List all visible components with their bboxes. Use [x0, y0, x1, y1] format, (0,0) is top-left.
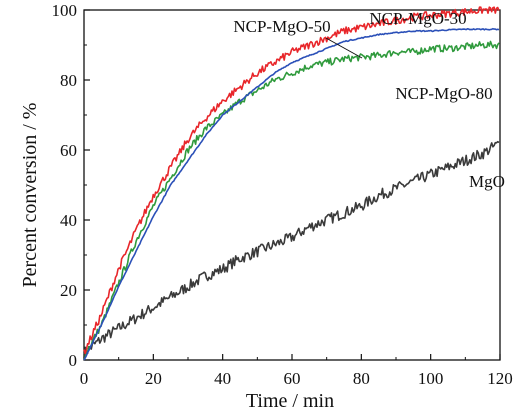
y-tick-label: 40	[60, 211, 77, 230]
x-tick-label: 0	[80, 369, 89, 388]
y-tick-label: 80	[60, 71, 77, 90]
series-line-ncp-mgo-50	[83, 27, 500, 361]
series-label-mgo: MgO	[469, 172, 505, 191]
y-tick-label: 100	[52, 1, 78, 20]
y-tick-label: 20	[60, 281, 77, 300]
y-tick-label: 60	[60, 141, 77, 160]
series-layer	[83, 6, 500, 361]
x-axis-title: Time / min	[246, 390, 334, 412]
x-tick-label: 80	[353, 369, 370, 388]
x-tick-label: 60	[284, 369, 301, 388]
x-tick-label: 100	[418, 369, 444, 388]
x-tick-label: 20	[145, 369, 162, 388]
series-leader-ncp-mgo-50	[325, 37, 363, 59]
x-tick-label: 40	[214, 369, 231, 388]
y-axis-title: Percent conversion / %	[19, 103, 41, 288]
series-line-ncp-mgo-80	[83, 40, 500, 360]
axes: 0 20 40 60 80 100 120 0 20 40 60 80 100	[52, 1, 513, 388]
y-tick-label: 0	[69, 351, 78, 370]
series-label-ncp-mgo-80: NCP-MgO-80	[395, 84, 492, 103]
series-label-ncp-mgo-30: NCP-MgO-30	[369, 9, 466, 28]
series-label-ncp-mgo-50: NCP-MgO-50	[233, 17, 330, 36]
x-tick-label: 120	[487, 369, 513, 388]
series-line-mgo	[83, 140, 500, 359]
labels: MgO NCP-MgO-80 NCP-MgO-50 NCP-MgO-30	[233, 9, 505, 191]
series-line-ncp-mgo-30	[83, 6, 500, 355]
